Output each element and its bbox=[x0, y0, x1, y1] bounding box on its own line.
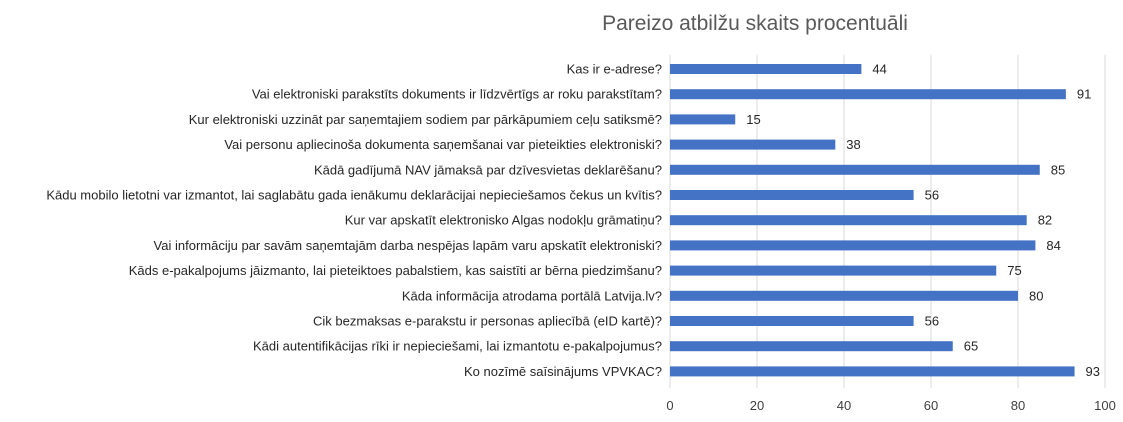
bar bbox=[670, 139, 836, 150]
category-label: Cik bezmaksas e-parakstu ir personas apl… bbox=[313, 314, 662, 329]
bar bbox=[670, 89, 1066, 100]
x-tick-label: 40 bbox=[837, 398, 851, 413]
bar bbox=[670, 366, 1075, 377]
value-label: 85 bbox=[1051, 162, 1065, 177]
x-tick-label: 100 bbox=[1094, 398, 1116, 413]
x-tick-label: 80 bbox=[1011, 398, 1025, 413]
category-label: Vai informāciju par savām saņemtajām dar… bbox=[154, 238, 662, 253]
value-label: 84 bbox=[1046, 238, 1060, 253]
category-label: Kādi autentifikācijas rīki ir nepiecieša… bbox=[253, 339, 662, 354]
value-label: 75 bbox=[1007, 263, 1021, 278]
bars bbox=[670, 64, 1075, 377]
category-label: Kāda informācija atrodama portālā Latvij… bbox=[402, 288, 662, 303]
bar bbox=[670, 64, 862, 74]
category-label: Kas ir e-adrese? bbox=[567, 62, 662, 77]
bar bbox=[670, 265, 997, 276]
category-label: Vai personu apliecinoša dokumenta saņemš… bbox=[224, 137, 662, 152]
category-label: Kur elektroniski uzzināt par saņemtajiem… bbox=[189, 112, 662, 127]
bar bbox=[670, 240, 1036, 251]
value-label: 38 bbox=[846, 137, 860, 152]
bar bbox=[670, 164, 1040, 175]
bar bbox=[670, 341, 953, 352]
value-label: 93 bbox=[1086, 364, 1100, 379]
chart-title: Pareizo atbilžu skaits procentuāli bbox=[602, 12, 908, 35]
x-tick-label: 60 bbox=[924, 398, 938, 413]
bar bbox=[670, 114, 736, 125]
category-label: Kāds e-pakalpojums jāizmanto, lai pietei… bbox=[129, 263, 662, 278]
category-label: Ko nozīmē saīsinājums VPVKAC? bbox=[464, 364, 662, 379]
bar bbox=[670, 290, 1018, 301]
category-label: Kur var apskatīt elektronisko Algas nodo… bbox=[345, 213, 662, 228]
category-label: Kādu mobilo lietotni var izmantot, lai s… bbox=[46, 188, 662, 203]
value-label: 56 bbox=[925, 188, 939, 203]
value-label: 82 bbox=[1038, 213, 1052, 228]
value-label: 15 bbox=[746, 112, 760, 127]
value-label: 56 bbox=[925, 314, 939, 329]
category-labels: Kas ir e-adrese? Vai elektroniski parakst… bbox=[46, 62, 662, 379]
bar bbox=[670, 215, 1027, 226]
value-labels: 44 91 15 38 85 56 82 84 75 80 56 65 93 bbox=[746, 62, 1100, 379]
x-tick-label: 0 bbox=[666, 398, 673, 413]
value-label: 91 bbox=[1077, 87, 1091, 102]
category-label: Vai elektroniski parakstīts dokuments ir… bbox=[252, 87, 662, 102]
bar bbox=[670, 190, 914, 200]
x-axis-ticks: 0 20 40 60 80 100 bbox=[666, 398, 1115, 413]
value-label: 65 bbox=[964, 339, 978, 354]
x-tick-label: 20 bbox=[750, 398, 764, 413]
value-label: 80 bbox=[1029, 288, 1043, 303]
value-label: 44 bbox=[872, 62, 886, 77]
category-label: Kādā gadījumā NAV jāmaksā par dzīvesviet… bbox=[314, 162, 662, 177]
bar bbox=[670, 316, 914, 326]
